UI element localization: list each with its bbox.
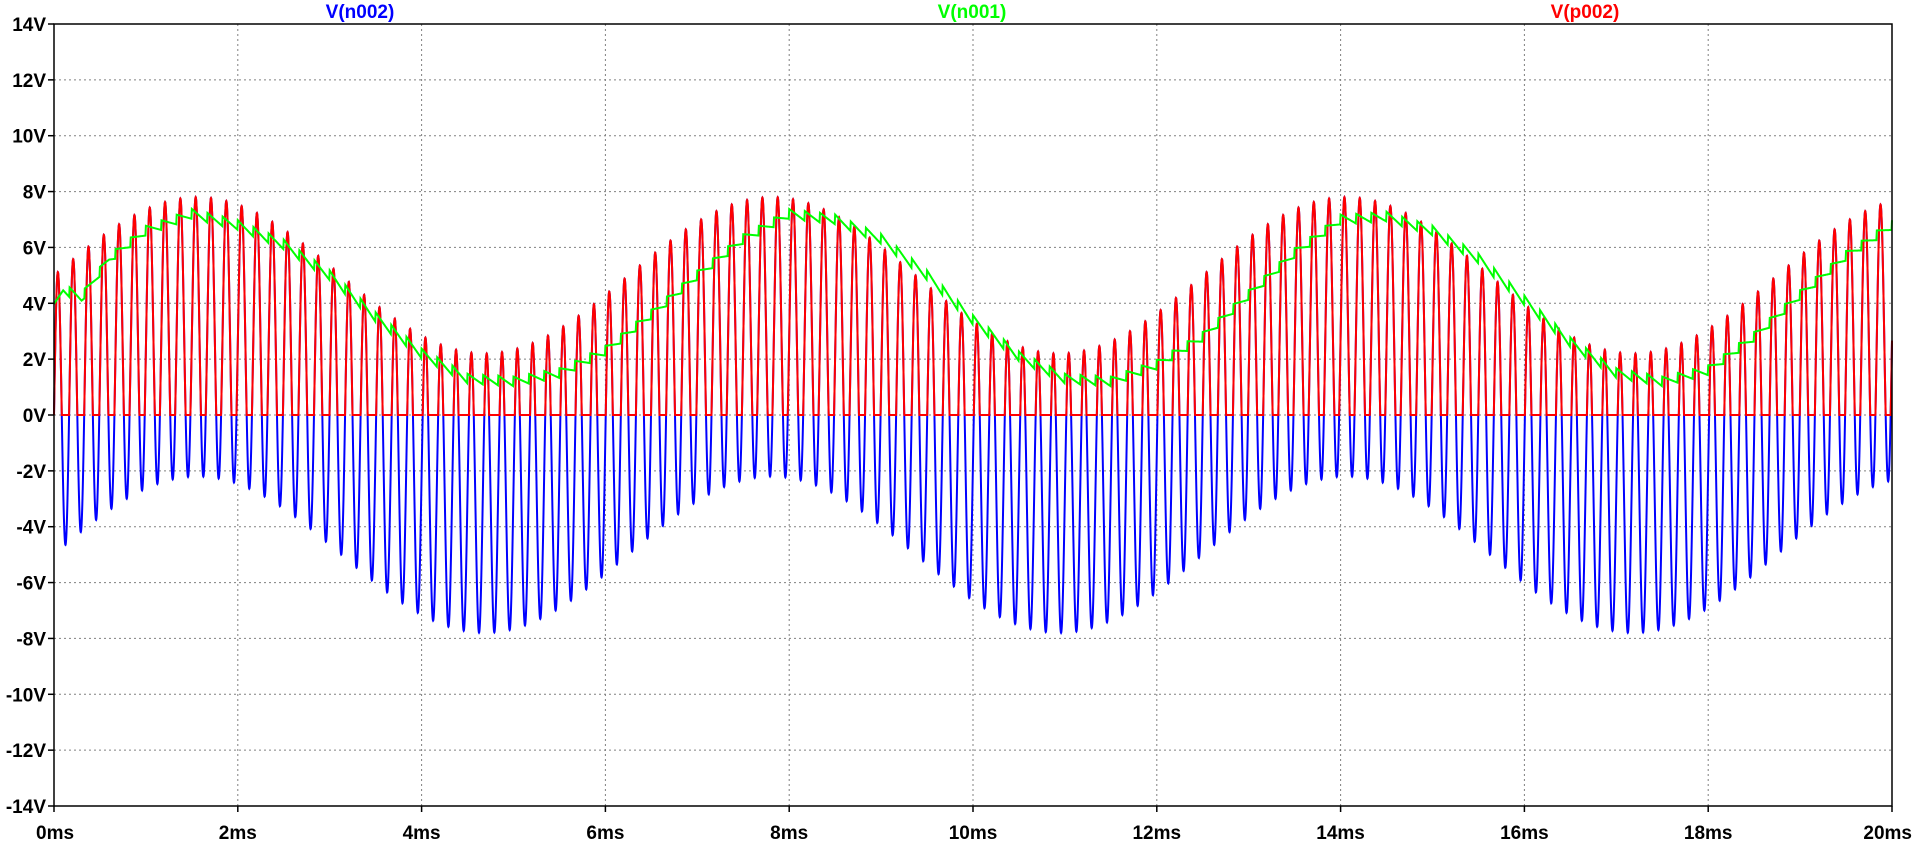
- y-tick-label: -2V: [16, 462, 46, 483]
- y-tick-label: 4V: [23, 294, 47, 315]
- x-tick-labels: 0ms 2ms 4ms 6ms 8ms 10ms 12ms 14ms 16ms 18ms 20ms: [36, 823, 1912, 844]
- x-tick-label: 4ms: [403, 823, 441, 844]
- y-tick-label: -14V: [6, 797, 46, 818]
- x-tick-label: 8ms: [770, 823, 808, 844]
- legend: V(n002) V(n001) V(p002): [326, 2, 1620, 23]
- x-tick-label: 2ms: [219, 823, 257, 844]
- legend-entry: V(n002): [326, 2, 395, 23]
- legend-entry: V(p002): [1551, 2, 1620, 23]
- series-layer: [53, 195, 1893, 635]
- series-line-v-n002: [53, 195, 1893, 635]
- series-line-v-n001: [53, 206, 1893, 389]
- y-tick-label: -4V: [16, 518, 46, 539]
- y-tick-label: 8V: [23, 183, 47, 204]
- legend-entry: V(n001): [938, 2, 1007, 23]
- tick-marks: [48, 23, 1893, 812]
- y-tick-label: 10V: [12, 127, 46, 148]
- y-tick-label: -12V: [6, 741, 46, 762]
- y-tick-label: 14V: [12, 15, 46, 36]
- y-tick-labels: 14V 12V 10V 8V 6V 4V 2V 0V -2V -4V -6V -8V -10V -12V -…: [6, 15, 46, 818]
- y-tick-label: -6V: [16, 574, 46, 595]
- x-tick-label: 16ms: [1500, 823, 1549, 844]
- y-tick-label: 6V: [23, 238, 47, 259]
- x-tick-label: 12ms: [1132, 823, 1181, 844]
- x-tick-label: 14ms: [1316, 823, 1365, 844]
- x-tick-label: 20ms: [1863, 823, 1912, 844]
- x-tick-label: 10ms: [949, 823, 998, 844]
- y-tick-label: -10V: [6, 685, 46, 706]
- x-tick-label: 0ms: [36, 823, 74, 844]
- y-tick-label: 0V: [23, 406, 47, 427]
- x-tick-label: 18ms: [1684, 823, 1733, 844]
- y-tick-label: -8V: [16, 629, 46, 650]
- y-tick-label: 2V: [23, 350, 47, 371]
- y-tick-label: 12V: [12, 71, 46, 92]
- x-tick-label: 6ms: [586, 823, 624, 844]
- series-line-v-p002: [53, 195, 1893, 416]
